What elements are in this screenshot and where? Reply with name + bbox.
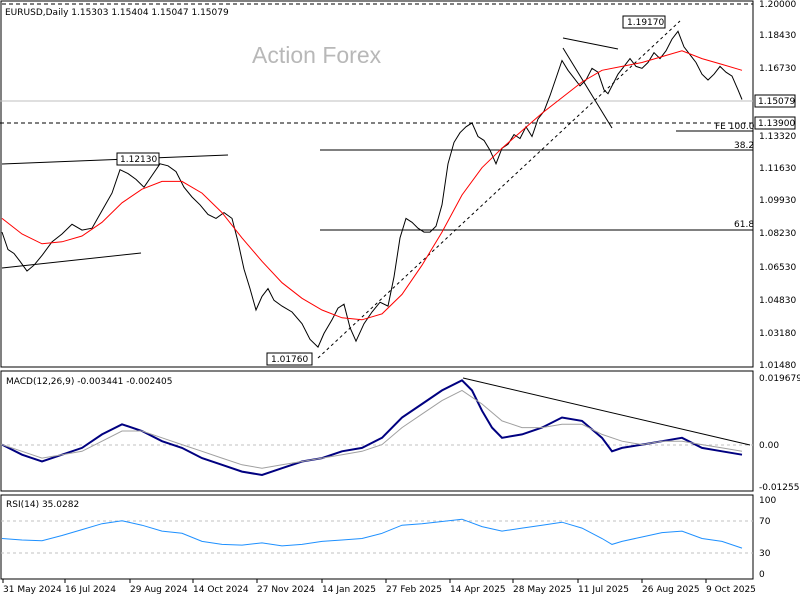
- main-y-tick-label: 1.20000: [759, 0, 796, 10]
- x-tick-label: 14 Apr 2025: [450, 585, 506, 595]
- x-tick-label: 31 May 2024: [3, 585, 62, 595]
- x-tick-label: 29 Aug 2024: [130, 585, 188, 595]
- level-1390-label: 1.13900: [758, 119, 795, 129]
- macd-line: [1, 379, 743, 477]
- macd-y-tick-label: 0.019679: [759, 374, 800, 384]
- rsi-y-tick-label: 0: [759, 570, 765, 580]
- main-y-tick-label: 1.06530: [759, 263, 796, 273]
- main-y-tick-label: 1.08230: [759, 229, 796, 239]
- mid-high-callout-box: [116, 152, 160, 166]
- main-y-axis: 1.20000 1.18430 1.16730 1.13320 1.11630 1.099…: [759, 0, 796, 371]
- x-tick-label: 16 Jul 2024: [65, 585, 116, 595]
- rsi-y-tick-label: 100: [759, 496, 776, 506]
- rsi-y-tick-label: 70: [759, 517, 771, 527]
- macd-y-tick-label: 0.00: [759, 441, 779, 451]
- macd-label: MACD(12,26,9) -0.003441 -0.002405: [6, 377, 172, 387]
- main-panel: [0, 0, 754, 368]
- price-series: [1, 30, 743, 348]
- rsi-label: RSI(14) 35.0282: [6, 500, 79, 510]
- main-y-tick-label: 1.11630: [759, 164, 796, 174]
- rising-dashed-line: [317, 20, 681, 359]
- rsi-line: [1, 518, 743, 549]
- fib-618-label: 61.8: [734, 220, 754, 230]
- wedge-upper-line: [562, 37, 619, 50]
- main-y-tick-label: 1.09930: [759, 196, 796, 206]
- fib-fe-label: FE 100.0: [715, 122, 755, 132]
- wedge-lower-line: [562, 47, 613, 129]
- main-y-tick-label: 1.03180: [759, 329, 796, 339]
- current-price-box: [754, 94, 796, 108]
- main-y-tick-label: 1.04830: [759, 296, 796, 306]
- fib-382-label: 38.2: [734, 141, 754, 151]
- x-tick-label: 28 May 2025: [513, 585, 572, 595]
- rsi-y-tick-label: 30: [759, 549, 771, 559]
- level-1390-box: [754, 116, 796, 130]
- x-axis: 31 May 2024 16 Jul 2024 29 Aug 2024 14 Oct …: [2, 579, 756, 595]
- high-callout-label: 1.19170: [627, 18, 664, 28]
- macd-trendline: [462, 377, 751, 446]
- x-tick-label: 26 Aug 2025: [642, 585, 700, 595]
- main-y-tick-label: 1.18430: [759, 31, 796, 41]
- main-y-tick-label: 1.01480: [759, 361, 796, 371]
- x-tick-label: 14 Jan 2025: [322, 585, 376, 595]
- x-tick-label: 27 Nov 2024: [257, 585, 315, 595]
- x-tick-label: 9 Oct 2025: [706, 585, 756, 595]
- x-tick-label: 11 Jul 2025: [578, 585, 629, 595]
- macd-panel: [0, 370, 754, 492]
- high-callout-box: [622, 15, 666, 29]
- moving-average-series: [1, 50, 743, 321]
- rsi-y-axis: 100 70 30 0: [759, 496, 776, 580]
- low-callout-box: [266, 352, 313, 366]
- chart-header: EURUSD,Daily 1.15303 1.15404 1.15047 1.1…: [5, 8, 229, 18]
- low-callout-label: 1.01760: [271, 355, 308, 365]
- mid-high-callout-label: 1.12130: [120, 155, 157, 165]
- x-tick-label: 14 Oct 2024: [193, 585, 249, 595]
- macd-y-tick-label: -0.012552: [759, 483, 800, 493]
- x-tick-label: 27 Feb 2025: [386, 585, 442, 595]
- main-y-tick-label: 1.13320: [759, 132, 796, 142]
- rsi-panel: [0, 494, 754, 580]
- lower-trendline: [1, 252, 142, 269]
- signal-line: [1, 389, 743, 469]
- watermark: Action Forex: [252, 42, 382, 68]
- upper-trendline: [1, 154, 229, 165]
- current-price-label: 1.15079: [758, 97, 795, 107]
- macd-y-axis: 0.019679 0.00 -0.012552: [759, 374, 800, 493]
- main-y-tick-label: 1.16730: [759, 64, 796, 74]
